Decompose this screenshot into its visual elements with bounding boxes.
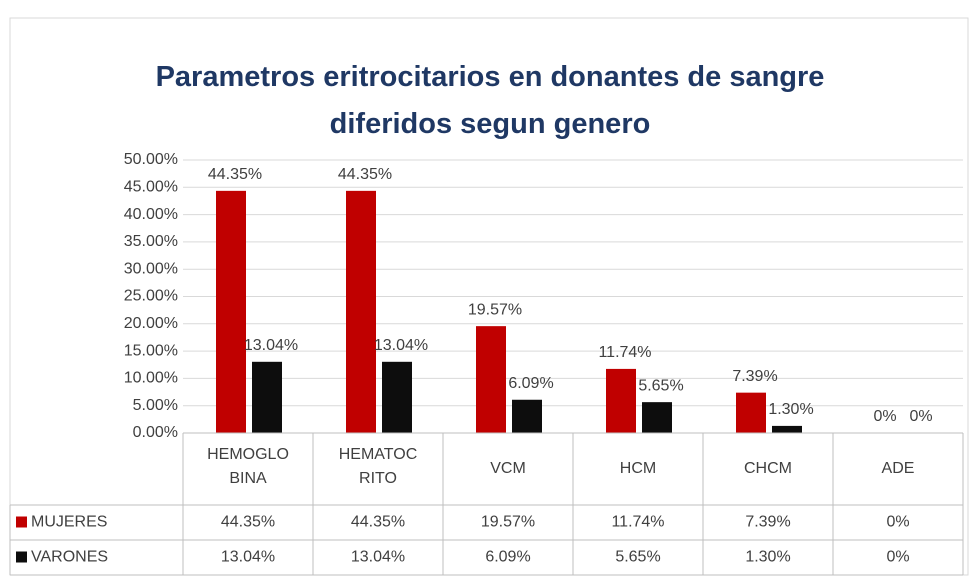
y-tick-label: 10.00% (124, 370, 178, 387)
data-label: 13.04% (374, 337, 428, 354)
y-tick-label: 0.00% (133, 424, 178, 441)
y-tick-label: 15.00% (124, 342, 178, 359)
data-label: 5.65% (638, 377, 683, 394)
category-label: HEMATOC RITO (339, 446, 418, 487)
y-tick-label: 40.00% (124, 206, 178, 223)
table-cell: 13.04% (351, 549, 405, 566)
data-label: 1.30% (768, 401, 813, 418)
y-tick-label: 35.00% (124, 233, 178, 250)
y-tick-label: 45.00% (124, 179, 178, 196)
chart-title: Parametros eritrocitarios en donantes de… (156, 61, 825, 140)
bar (642, 402, 672, 433)
bar (606, 368, 636, 433)
table-cell: 7.39% (745, 514, 790, 531)
category-label: HCM (620, 460, 656, 477)
table-cell: 6.09% (485, 549, 530, 566)
y-tick-label: 20.00% (124, 315, 178, 332)
y-tick-label: 25.00% (124, 288, 178, 305)
table-cell: 0% (886, 514, 909, 531)
data-label: 13.04% (244, 337, 298, 354)
y-tick-label: 50.00% (124, 151, 178, 168)
bar (216, 190, 246, 433)
data-label: 7.39% (732, 368, 777, 385)
legend-label: MUJERES (31, 514, 107, 531)
legend-key (16, 516, 27, 528)
data-label: 19.57% (468, 301, 522, 318)
table-cell: 11.74% (611, 514, 664, 531)
table-cell: 19.57% (481, 514, 535, 531)
table-cell: 44.35% (221, 514, 275, 531)
table-cell: 13.04% (221, 549, 275, 566)
legend-key (16, 551, 27, 563)
category-label: CHCM (744, 460, 792, 477)
table-cell: 0% (886, 549, 909, 566)
table-cell: 5.65% (615, 549, 660, 566)
bar (252, 361, 282, 433)
bar (476, 326, 506, 433)
category-label: HEMOGLO BINA (207, 446, 289, 487)
category-label: ADE (882, 460, 915, 477)
bar (382, 361, 412, 433)
bar (736, 392, 766, 433)
legend-label: VARONES (31, 549, 108, 566)
table-cell: 44.35% (351, 514, 405, 531)
data-label: 0% (909, 408, 932, 425)
data-label: 0% (873, 408, 896, 425)
data-label: 44.35% (208, 166, 262, 183)
data-label: 11.74% (598, 344, 651, 361)
table-cell: 1.30% (745, 549, 790, 566)
bar (512, 399, 542, 433)
bar (346, 190, 376, 433)
data-label: 44.35% (338, 166, 392, 183)
category-label: VCM (490, 460, 526, 477)
data-label: 6.09% (508, 375, 553, 392)
bar (772, 425, 802, 433)
y-tick-label: 30.00% (124, 260, 178, 277)
y-tick-label: 5.00% (133, 397, 178, 414)
